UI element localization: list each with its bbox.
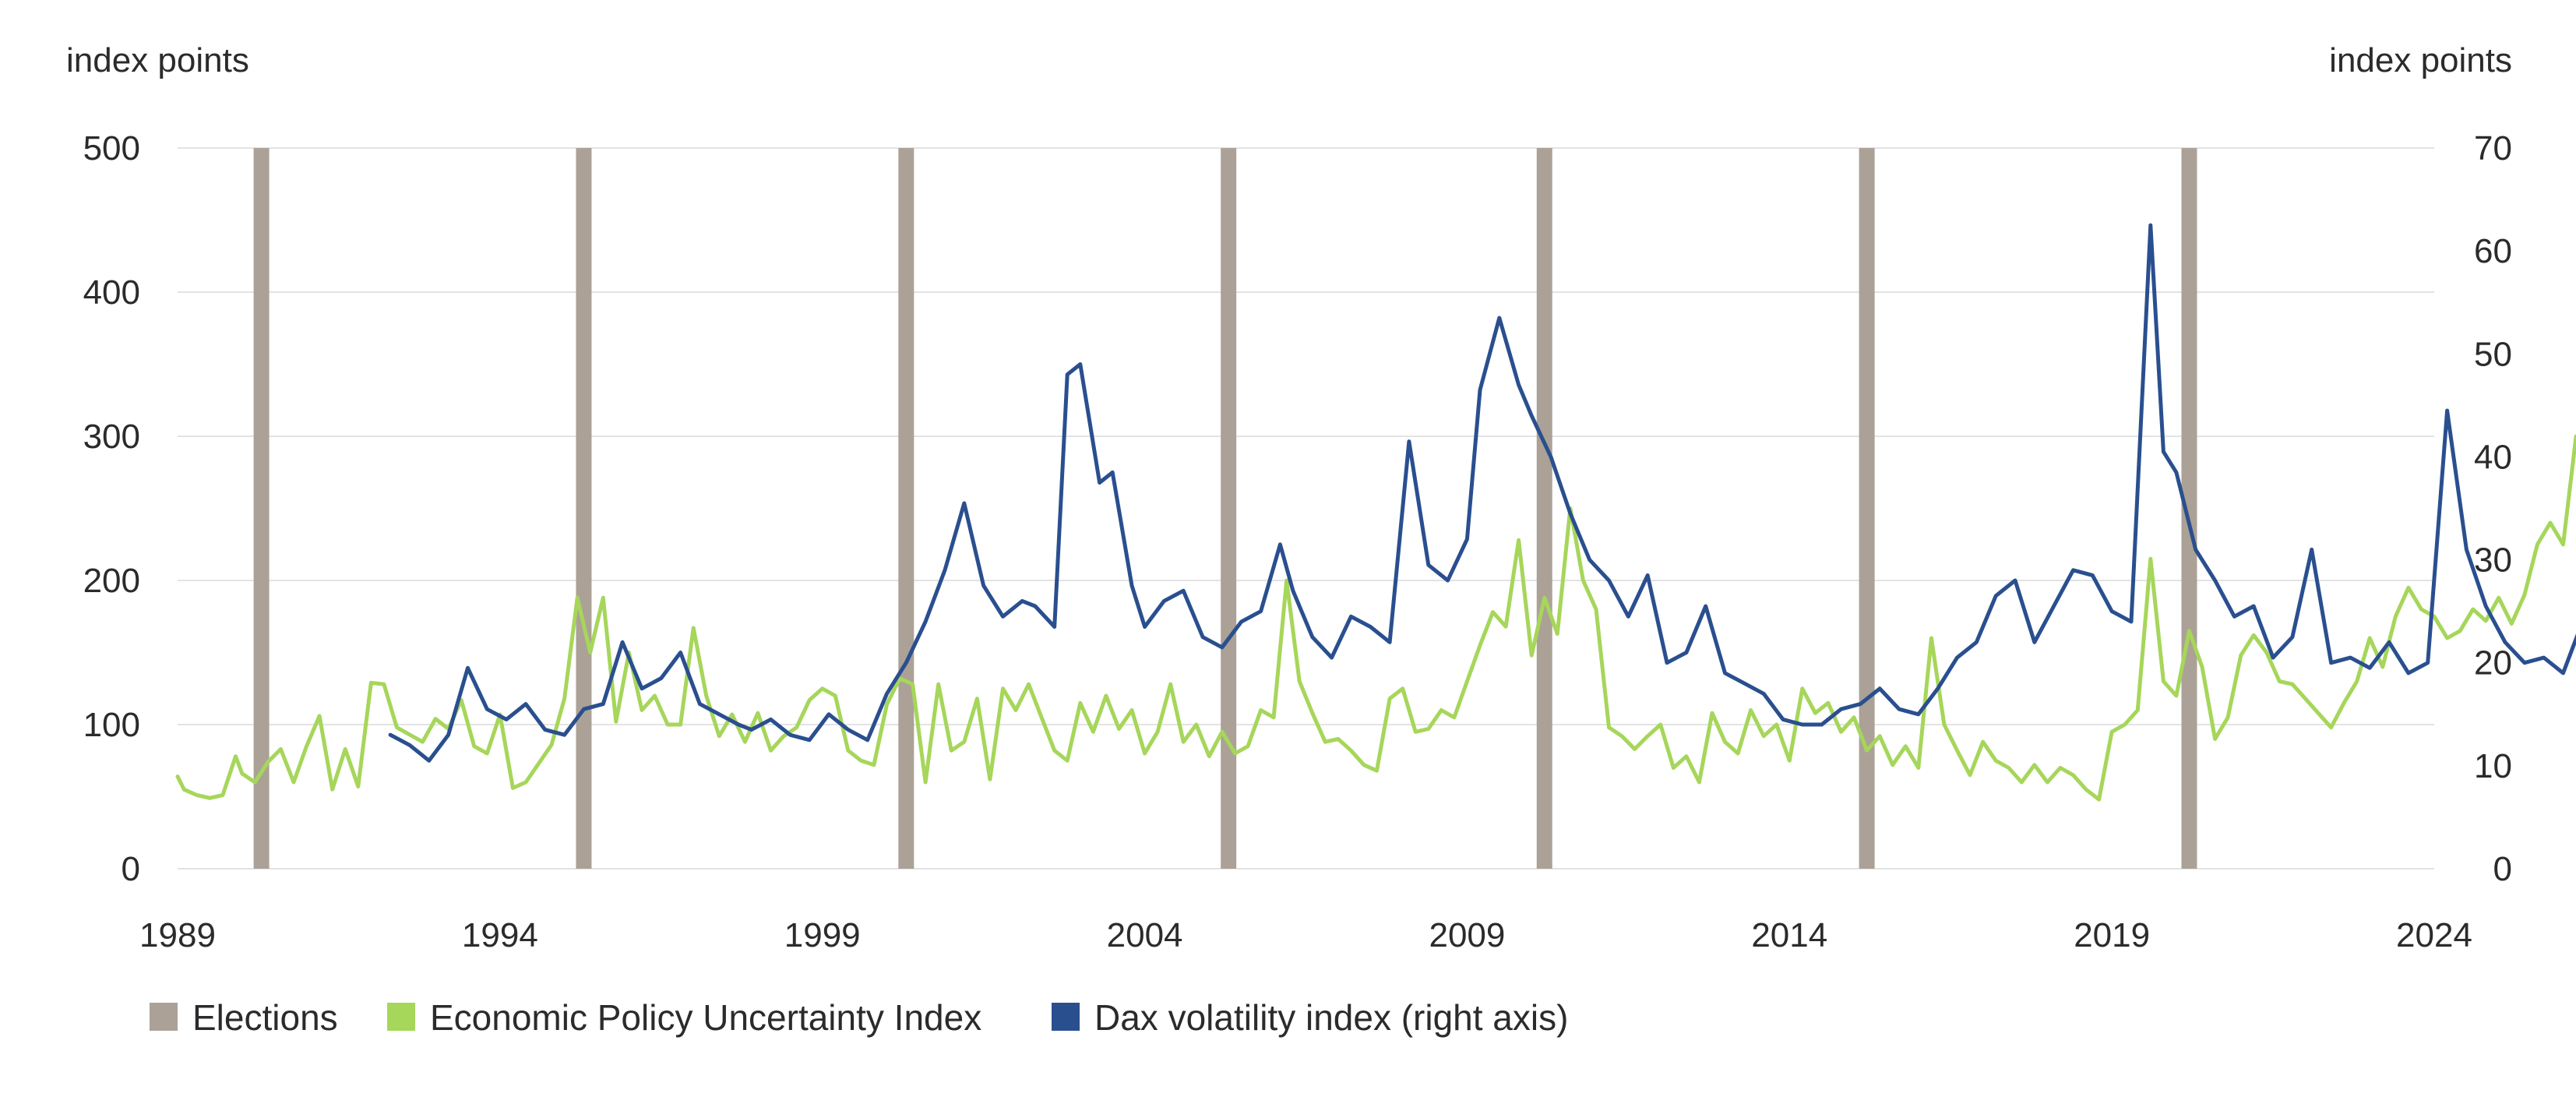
- x-tick-2004: 2004: [1107, 916, 1183, 954]
- legend-swatch-vdax: [1052, 1003, 1080, 1031]
- legend: Elections Economic Policy Uncertainty In…: [150, 997, 1568, 1038]
- left-tick-500: 500: [83, 129, 140, 168]
- left-axis-title: index points: [66, 41, 249, 79]
- right-tick-20: 20: [2474, 644, 2512, 683]
- x-tick-2024: 2024: [2396, 916, 2472, 954]
- right-tick-70: 70: [2474, 129, 2512, 168]
- election-bars: [253, 148, 2197, 869]
- right-axis-title: index points: [2329, 41, 2512, 79]
- right-tick-10: 10: [2474, 747, 2512, 785]
- x-tick-1999: 1999: [784, 916, 861, 954]
- election-bar-5: [1859, 148, 1875, 869]
- x-tick-2019: 2019: [2074, 916, 2150, 954]
- right-tick-40: 40: [2474, 438, 2512, 476]
- x-tick-2009: 2009: [1429, 916, 1505, 954]
- election-bar-0: [253, 148, 270, 869]
- election-bar-4: [1536, 148, 1552, 869]
- epu-series-line: [175, 434, 2576, 802]
- election-bar-2: [898, 148, 914, 869]
- x-tick-2014: 2014: [1751, 916, 1827, 954]
- x-tick-1989: 1989: [139, 916, 216, 954]
- right-axis-ticks: 0 10 20 30 40 50 60 70: [2474, 129, 2512, 888]
- left-tick-200: 200: [83, 562, 140, 600]
- left-tick-300: 300: [83, 418, 140, 456]
- legend-swatch-epu: [387, 1003, 415, 1031]
- right-tick-30: 30: [2474, 541, 2512, 580]
- left-axis-ticks: 0 100 200 300 400 500: [83, 129, 140, 888]
- series-lines: [175, 223, 2576, 802]
- left-tick-100: 100: [83, 706, 140, 744]
- election-bar-3: [1221, 148, 1237, 869]
- legend-label-epu: Economic Policy Uncertainty Index: [430, 997, 981, 1038]
- right-tick-0: 0: [2493, 850, 2512, 888]
- left-tick-0: 0: [122, 850, 140, 888]
- x-axis-ticks: 1989 1994 1999 2004 2009 2014 2019 2024: [139, 916, 2472, 954]
- right-tick-60: 60: [2474, 232, 2512, 270]
- legend-swatch-elections: [150, 1003, 178, 1031]
- legend-label-elections: Elections: [192, 997, 338, 1038]
- x-tick-1994: 1994: [462, 916, 538, 954]
- vdax-series-line: [388, 223, 2576, 763]
- left-tick-400: 400: [83, 273, 140, 312]
- right-tick-50: 50: [2474, 335, 2512, 373]
- election-bar-6: [2181, 148, 2197, 869]
- legend-label-vdax: Dax volatility index (right axis): [1094, 997, 1568, 1038]
- election-bar-1: [576, 148, 592, 869]
- gridlines: [178, 147, 2434, 869]
